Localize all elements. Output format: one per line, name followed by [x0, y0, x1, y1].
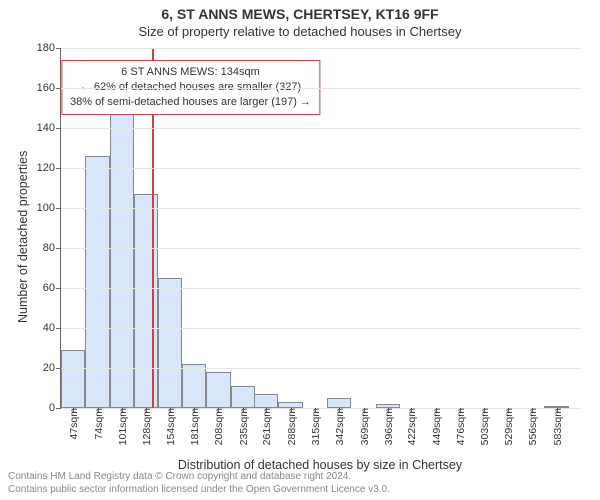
page-title: 6, ST ANNS MEWS, CHERTSEY, KT16 9FF [0, 0, 600, 24]
chart-container: 6, ST ANNS MEWS, CHERTSEY, KT16 9FF Size… [0, 0, 600, 500]
xtick-label: 181sqm [187, 408, 201, 445]
ytick-label: 40 [43, 322, 61, 334]
histogram-bar [134, 194, 158, 408]
ytick-label: 180 [37, 42, 61, 54]
histogram-bar [61, 350, 85, 408]
ytick-label: 120 [37, 162, 61, 174]
xtick-label: 342sqm [332, 408, 346, 445]
page-subtitle: Size of property relative to detached ho… [0, 24, 600, 40]
ytick-label: 20 [43, 362, 61, 374]
histogram-bar [327, 398, 351, 408]
histogram-bar [158, 278, 182, 408]
gridline [61, 248, 581, 249]
xtick-label: 396sqm [381, 408, 395, 445]
gridline [61, 328, 581, 329]
xtick-label: 369sqm [357, 408, 371, 445]
xtick-label: 529sqm [501, 408, 515, 445]
ytick-label: 160 [37, 82, 61, 94]
x-axis-label: Distribution of detached houses by size … [60, 458, 580, 472]
gridline [61, 48, 581, 49]
histogram-bar [206, 372, 230, 408]
gridline [61, 88, 581, 89]
xtick-label: 503sqm [477, 408, 491, 445]
xtick-label: 315sqm [308, 408, 322, 445]
xtick-label: 101sqm [115, 408, 129, 445]
y-axis-label: Number of detached properties [16, 151, 30, 323]
histogram-bar [254, 394, 278, 408]
gridline [61, 128, 581, 129]
ytick-label: 60 [43, 282, 61, 294]
gridline [61, 368, 581, 369]
xtick-label: 583sqm [550, 408, 564, 445]
gridline [61, 288, 581, 289]
xtick-label: 422sqm [404, 408, 418, 445]
ytick-label: 100 [37, 202, 61, 214]
histogram-bar [85, 156, 109, 408]
xtick-label: 208sqm [211, 408, 225, 445]
footer-line1: Contains HM Land Registry data © Crown c… [8, 471, 390, 484]
xtick-label: 128sqm [139, 408, 153, 445]
footer: Contains HM Land Registry data © Crown c… [8, 471, 390, 496]
xtick-label: 154sqm [163, 408, 177, 445]
xtick-label: 476sqm [453, 408, 467, 445]
gridline [61, 168, 581, 169]
plot-area: 6 ST ANNS MEWS: 134sqm ← 62% of detached… [60, 48, 581, 409]
histogram-bar [110, 102, 134, 408]
xtick-label: 288sqm [284, 408, 298, 445]
gridline [61, 208, 581, 209]
annotation-line1: 6 ST ANNS MEWS: 134sqm [70, 65, 311, 80]
xtick-label: 261sqm [259, 408, 273, 445]
xtick-label: 556sqm [525, 408, 539, 445]
ytick-label: 0 [49, 402, 61, 414]
xtick-label: 47sqm [66, 408, 80, 440]
histogram-bar [231, 386, 255, 408]
footer-line2: Contains public sector information licen… [8, 484, 390, 497]
xtick-label: 235sqm [236, 408, 250, 445]
annotation-line3: 38% of semi-detached houses are larger (… [70, 95, 311, 110]
xtick-label: 449sqm [429, 408, 443, 445]
ytick-label: 80 [43, 242, 61, 254]
xtick-label: 74sqm [91, 408, 105, 440]
histogram-bar [182, 364, 206, 408]
ytick-label: 140 [37, 122, 61, 134]
